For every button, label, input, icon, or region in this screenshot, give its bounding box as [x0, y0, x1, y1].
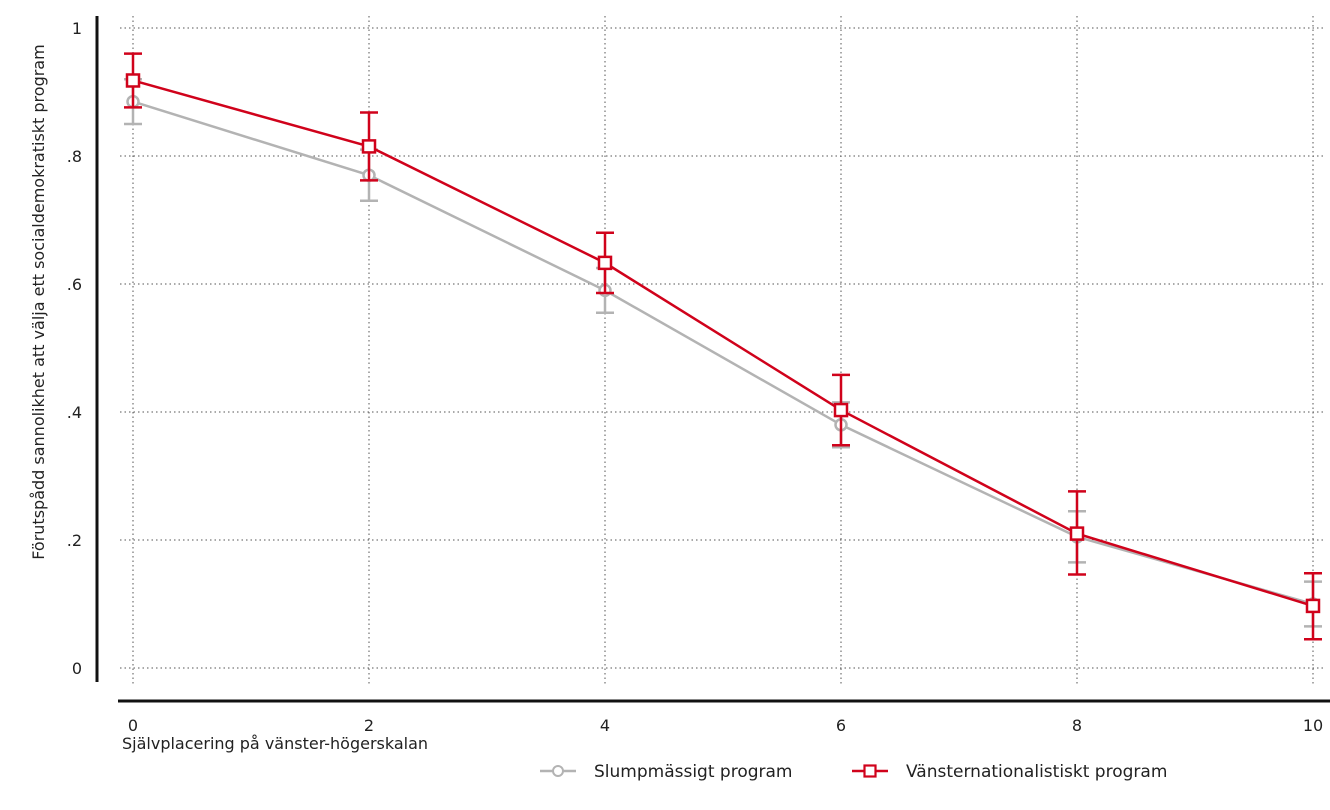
x-tick-label: 10	[1303, 716, 1323, 735]
y-tick-label: .4	[67, 403, 82, 422]
series-line	[132, 100, 1314, 606]
y-tick-label: .2	[67, 531, 82, 550]
legend-label: Slumpmässigt program	[594, 762, 792, 782]
legend-item: Vänsternationalistiskt program	[852, 762, 1167, 782]
y-tick-label: .8	[67, 147, 82, 166]
legend-marker	[863, 764, 877, 778]
tick-labels: 0.2.4.6.810 2 4 6 8 10	[67, 19, 1323, 735]
x-axis-title: Självplacering på vänster-högerskalan	[122, 734, 428, 753]
x-tick-label: 4	[600, 716, 610, 735]
series-slumpmassigt	[124, 77, 1322, 628]
data-point	[361, 139, 377, 154]
legend-label: Vänsternationalistiskt program	[906, 762, 1167, 782]
y-tick-label: 0	[72, 659, 82, 678]
x-tick-label: 0	[128, 716, 138, 735]
data-point	[833, 402, 849, 418]
data-point	[125, 73, 141, 88]
series-layer	[124, 52, 1322, 641]
axes	[95, 16, 1330, 703]
y-tick-label: .6	[67, 275, 82, 294]
data-point	[597, 255, 613, 271]
y-axis-title: Förutspådd sannolikhet att välja ett soc…	[29, 44, 48, 559]
legend: Slumpmässigt program Vänsternationalistis…	[540, 762, 1167, 782]
data-point	[1305, 598, 1321, 614]
grid	[120, 16, 1325, 684]
data-point	[1069, 526, 1085, 541]
series-vansternationalistiskt	[124, 52, 1322, 641]
x-tick-label: 8	[1072, 716, 1082, 735]
legend-item: Slumpmässigt program	[540, 762, 792, 782]
x-tick-label: 2	[364, 716, 374, 735]
legend-marker	[552, 765, 564, 777]
y-tick-label: 1	[72, 19, 82, 38]
x-tick-label: 6	[836, 716, 846, 735]
series-line	[132, 79, 1314, 608]
